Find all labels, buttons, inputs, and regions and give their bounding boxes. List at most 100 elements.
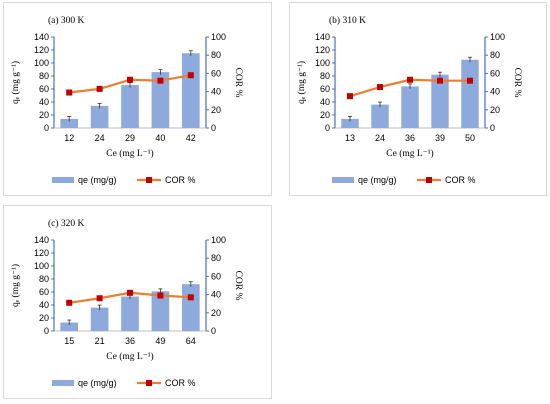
right-tick-label: 100: [211, 32, 226, 42]
x-axis-title: Ce (mg L⁻¹): [106, 351, 153, 362]
x-tick-label: 36: [125, 336, 135, 346]
bar-qe: [60, 322, 79, 331]
point-cor: [347, 93, 353, 100]
left-tick-label: 100: [34, 58, 49, 68]
point-cor: [66, 299, 73, 306]
right-tick-label: 0: [211, 326, 216, 336]
point-cor: [407, 76, 413, 83]
legend-label-cor: COR %: [165, 378, 196, 388]
right-tick-label: 0: [211, 123, 216, 133]
left-tick-label: 80: [39, 71, 49, 81]
right-tick-label: 20: [211, 105, 221, 115]
x-tick-label: 13: [345, 133, 355, 143]
x-axis-title: Ce (mg L⁻¹): [106, 148, 153, 159]
left-tick-label: 80: [39, 274, 49, 284]
legend-swatch-qe: [52, 177, 74, 183]
legend-label-cor: COR %: [165, 175, 196, 185]
left-tick-label: 40: [39, 97, 49, 107]
x-tick-label: 36: [405, 133, 415, 143]
legend-swatch-qe: [332, 177, 354, 183]
right-tick-label: 20: [490, 105, 500, 115]
left-tick-label: 140: [34, 32, 49, 42]
bar-qe: [461, 59, 479, 128]
x-tick-label: 40: [155, 133, 165, 143]
bar-qe: [90, 307, 109, 331]
bar-qe: [151, 72, 170, 128]
point-cor: [96, 85, 103, 92]
point-cor: [157, 77, 164, 84]
legend-label-cor: COR %: [445, 175, 476, 185]
chart-svg: (b) 310 K 0 20 40 60 80 100 120 140 0 20 40 60 80 100 1…: [296, 15, 522, 185]
y-right-axis-title: COR %: [233, 271, 243, 301]
bar-qe: [181, 53, 200, 128]
x-tick-label: 12: [64, 133, 74, 143]
left-tick-label: 60: [320, 84, 330, 94]
point-cor: [127, 76, 133, 83]
bar-qe: [121, 296, 139, 331]
x-tick-label: 42: [186, 133, 196, 143]
y-right-axis-title: COR %: [233, 68, 243, 98]
chart-panel-a: (a) 300 K 0 20 40 60 80 100 120 140 0 20 40 60 80 100 1…: [3, 2, 272, 196]
y-left-axis-title: qₑ (mg g⁻¹): [10, 264, 21, 307]
right-tick-label: 60: [211, 68, 221, 78]
x-tick-label: 50: [465, 133, 475, 143]
left-tick-label: 80: [320, 71, 330, 81]
right-tick-label: 100: [490, 32, 505, 42]
x-tick-label: 21: [95, 336, 105, 346]
point-cor: [127, 289, 133, 296]
right-tick-label: 80: [211, 50, 221, 60]
bar-qe: [341, 118, 359, 128]
x-tick-label: 29: [125, 133, 135, 143]
x-tick-label: 64: [186, 336, 196, 346]
point-cor: [187, 294, 194, 301]
y-left-axis-title: qₑ (mg g⁻¹): [296, 61, 307, 104]
right-tick-label: 20: [211, 308, 221, 318]
y-left-axis-title: qₑ (mg g⁻¹): [10, 61, 21, 104]
bar-qe: [121, 85, 139, 128]
bar-qe: [371, 104, 389, 128]
x-tick-label: 24: [95, 133, 105, 143]
panel-label: (b) 310 K: [329, 15, 366, 26]
point-cor: [437, 77, 443, 84]
legend-swatch-qe: [52, 380, 74, 386]
x-tick-label: 49: [155, 336, 165, 346]
legend-label-qe: qe (mg/g): [78, 175, 117, 185]
left-tick-label: 100: [315, 58, 330, 68]
left-tick-label: 40: [320, 97, 330, 107]
point-cor: [96, 295, 103, 302]
point-cor: [187, 72, 194, 79]
left-tick-label: 60: [39, 84, 49, 94]
left-tick-label: 40: [39, 300, 49, 310]
point-cor: [377, 84, 383, 91]
chart-panel-c: (c) 320 K 0 20 40 60 80 100 120 140 0 20 40 60 80 100 1…: [3, 205, 272, 399]
point-cor: [157, 292, 164, 299]
chart-svg: (c) 320 K 0 20 40 60 80 100 120 140 0 20 40 60 80 100 1…: [10, 218, 243, 388]
bar-qe: [151, 291, 170, 331]
bar-qe: [181, 284, 200, 331]
left-tick-label: 0: [44, 123, 49, 133]
x-tick-label: 24: [375, 133, 385, 143]
right-tick-label: 80: [490, 50, 500, 60]
left-tick-label: 20: [39, 110, 49, 120]
bar-qe: [90, 105, 109, 128]
right-tick-label: 80: [211, 253, 221, 263]
x-tick-label: 15: [64, 336, 74, 346]
right-tick-label: 40: [490, 87, 500, 97]
legend-marker-cor: [146, 177, 152, 183]
y-right-axis-title: COR %: [512, 68, 522, 98]
left-tick-label: 0: [325, 123, 330, 133]
left-tick-label: 20: [320, 110, 330, 120]
left-tick-label: 120: [34, 248, 49, 258]
left-tick-label: 60: [39, 287, 49, 297]
legend-label-qe: qe (mg/g): [78, 378, 117, 388]
left-tick-label: 20: [39, 313, 49, 323]
bar-qe: [431, 74, 449, 128]
point-cor: [66, 89, 73, 96]
legend-marker-cor: [146, 380, 152, 386]
chart-panel-b: (b) 310 K 0 20 40 60 80 100 120 140 0 20 40 60 80 100 1…: [289, 2, 547, 196]
panel-label: (c) 320 K: [48, 218, 85, 229]
right-tick-label: 100: [211, 235, 226, 245]
right-tick-label: 0: [490, 123, 495, 133]
left-tick-label: 140: [315, 32, 330, 42]
right-tick-label: 60: [211, 271, 221, 281]
